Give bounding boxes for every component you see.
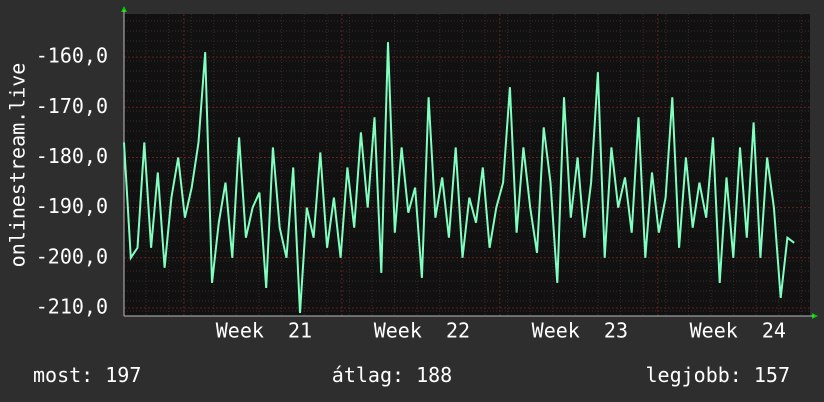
y-tick-label: -160,0 [36,44,108,68]
x-tick-label: Week 22 [374,319,470,343]
y-tick-label: -170,0 [36,94,108,118]
y-tick-label: -190,0 [36,194,108,218]
x-tick-label: Week 24 [690,319,786,343]
y-axis-label: onlinestream.live [6,63,30,268]
data-line [123,42,795,314]
x-tick-label: Week 23 [532,319,628,343]
axis-arrow [812,313,818,319]
y-tick-label: -210,0 [36,294,108,318]
x-tick-label: Week 21 [216,319,312,343]
footer-best: legjobb: 157 [646,363,791,387]
y-tick-label: -180,0 [36,144,108,168]
y-tick-label: -200,0 [36,244,108,268]
axis-arrow [121,6,127,12]
footer-average: átlag: 188 [332,363,452,387]
footer-current: most: 197 [33,363,141,387]
